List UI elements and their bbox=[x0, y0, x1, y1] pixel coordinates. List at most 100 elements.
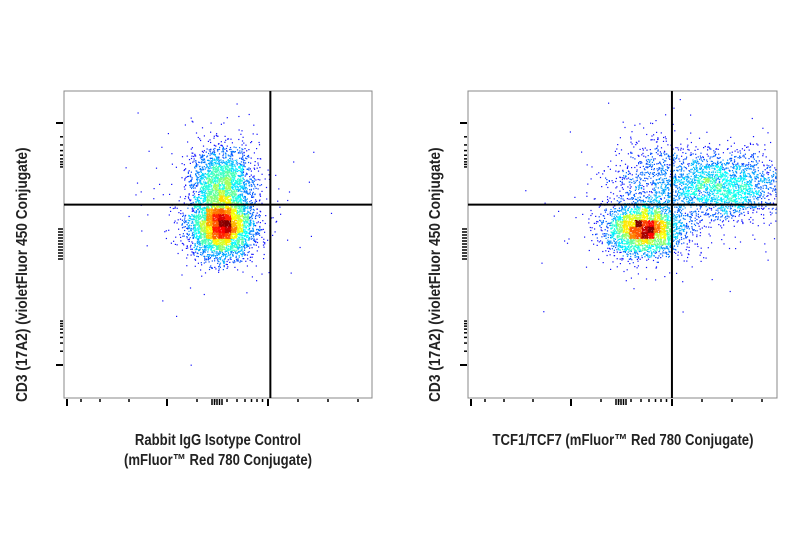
data-point bbox=[240, 239, 242, 241]
data-point bbox=[200, 197, 202, 200]
data-point bbox=[193, 155, 195, 158]
data-point bbox=[195, 236, 198, 238]
data-point bbox=[217, 237, 219, 240]
data-point bbox=[224, 238, 226, 240]
data-point bbox=[220, 210, 222, 213]
data-point bbox=[213, 236, 215, 238]
data-point bbox=[212, 241, 214, 243]
data-point bbox=[240, 215, 242, 218]
data-point bbox=[214, 147, 216, 150]
data-point bbox=[240, 172, 242, 174]
data-point bbox=[211, 225, 213, 227]
data-point bbox=[198, 222, 200, 224]
data-point bbox=[220, 248, 222, 251]
data-point bbox=[192, 161, 194, 163]
data-point bbox=[196, 216, 198, 218]
data-point bbox=[205, 228, 207, 230]
data-point bbox=[243, 200, 245, 202]
data-point bbox=[240, 221, 242, 223]
data-point bbox=[194, 265, 196, 267]
data-point bbox=[221, 208, 223, 210]
data-point bbox=[249, 216, 251, 218]
data-point bbox=[191, 186, 193, 188]
data-point bbox=[214, 266, 216, 268]
data-point bbox=[214, 159, 217, 161]
data-point bbox=[218, 246, 220, 248]
data-point bbox=[232, 160, 234, 162]
data-point bbox=[225, 222, 227, 224]
data-point bbox=[234, 216, 237, 218]
data-point bbox=[202, 199, 205, 201]
data-point bbox=[216, 227, 219, 229]
data-point bbox=[230, 247, 233, 249]
data-point bbox=[198, 236, 200, 238]
data-point bbox=[203, 154, 205, 156]
data-point bbox=[207, 237, 210, 239]
data-point bbox=[213, 137, 215, 139]
data-point bbox=[218, 225, 220, 227]
data-point bbox=[225, 243, 228, 245]
data-point bbox=[206, 224, 208, 226]
data-point bbox=[223, 215, 225, 217]
data-point bbox=[206, 206, 208, 208]
data-point bbox=[236, 103, 238, 105]
data-point bbox=[219, 259, 221, 261]
data-point bbox=[216, 207, 219, 209]
data-point bbox=[231, 221, 233, 223]
data-point bbox=[191, 155, 193, 157]
data-point bbox=[254, 186, 256, 188]
data-point bbox=[204, 231, 206, 233]
data-point bbox=[213, 219, 215, 221]
data-point bbox=[210, 228, 212, 231]
data-point bbox=[230, 158, 232, 160]
data-point bbox=[238, 194, 240, 196]
data-point bbox=[240, 224, 242, 226]
data-point bbox=[195, 247, 197, 250]
data-point bbox=[205, 258, 207, 260]
data-point bbox=[217, 192, 219, 194]
data-point bbox=[222, 223, 224, 225]
data-point bbox=[244, 159, 246, 162]
data-point bbox=[202, 231, 205, 233]
data-point bbox=[218, 246, 220, 248]
data-point bbox=[222, 244, 224, 246]
data-point bbox=[153, 188, 155, 190]
data-point bbox=[225, 139, 227, 141]
data-point bbox=[217, 228, 219, 230]
data-point bbox=[203, 209, 205, 211]
data-point bbox=[247, 219, 249, 221]
data-point bbox=[228, 249, 230, 251]
data-point bbox=[222, 261, 224, 263]
data-point bbox=[204, 250, 206, 252]
data-point bbox=[221, 242, 223, 244]
data-point bbox=[234, 165, 236, 167]
data-point bbox=[242, 205, 244, 207]
data-point bbox=[241, 230, 243, 232]
data-point bbox=[220, 245, 222, 247]
data-point bbox=[247, 235, 249, 237]
data-point bbox=[242, 213, 244, 216]
data-point bbox=[243, 218, 245, 220]
data-point bbox=[224, 254, 226, 256]
data-point bbox=[205, 211, 207, 213]
data-point bbox=[239, 205, 241, 207]
data-point bbox=[137, 112, 139, 114]
data-point bbox=[193, 236, 196, 238]
data-point bbox=[199, 161, 201, 164]
data-point bbox=[217, 216, 219, 218]
data-point bbox=[241, 214, 243, 216]
data-point bbox=[216, 238, 218, 240]
data-point bbox=[198, 216, 200, 218]
data-point bbox=[235, 255, 237, 257]
data-point bbox=[238, 208, 240, 210]
data-point bbox=[240, 190, 242, 192]
data-point bbox=[212, 240, 214, 242]
data-point bbox=[230, 240, 232, 242]
data-point bbox=[215, 193, 217, 195]
data-point bbox=[250, 205, 252, 208]
data-point bbox=[220, 184, 222, 186]
data-point bbox=[260, 229, 262, 231]
data-point bbox=[222, 228, 224, 230]
data-point bbox=[190, 230, 192, 232]
data-point bbox=[224, 225, 226, 227]
